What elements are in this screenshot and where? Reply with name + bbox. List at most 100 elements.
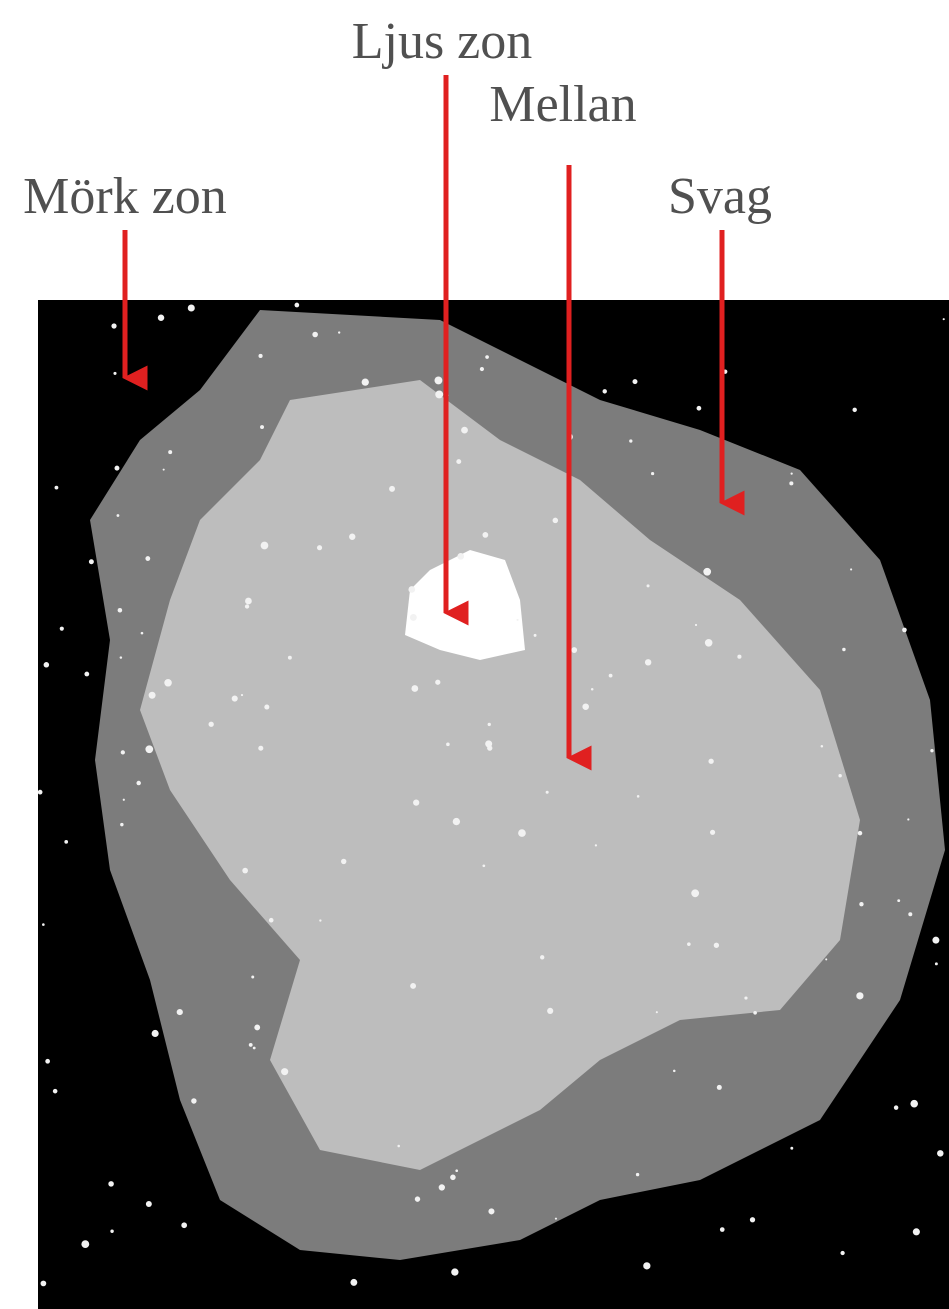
star [850,568,853,571]
star [930,748,934,753]
star [37,789,43,795]
star [162,468,165,471]
star [789,481,794,486]
star [164,679,172,687]
star [42,923,45,926]
star [540,955,545,960]
star [856,992,864,1000]
star [451,1268,459,1276]
star [116,514,120,517]
star [691,889,700,898]
star [88,559,94,565]
star [145,556,151,561]
annotations: Mörk zon Ljus zon Mellan Svag [23,13,772,771]
star [319,919,322,922]
star [389,485,396,492]
star [516,618,519,621]
star [455,1169,459,1173]
star [820,744,824,748]
star [643,1262,651,1270]
star [410,983,417,989]
star [413,799,420,806]
star [252,1046,256,1050]
star [168,450,173,455]
star [893,1105,899,1110]
star [482,864,486,868]
star [260,425,265,430]
star [582,703,589,711]
star [140,631,144,635]
star [258,353,263,359]
star [897,899,901,903]
star [696,405,702,411]
star [825,958,828,961]
star [110,1229,114,1233]
star [114,465,120,471]
star [59,626,64,631]
zone-image [37,300,949,1309]
star [268,917,274,923]
star [350,1278,358,1286]
star [908,912,913,917]
star [187,304,195,312]
star [408,586,416,593]
star [859,902,864,907]
star [594,844,598,847]
star [176,1008,183,1016]
star [45,1058,50,1064]
star [487,745,493,751]
star [157,314,165,321]
star [937,1150,944,1157]
label: Mörk zon [23,168,227,225]
star [840,1250,845,1256]
star [434,376,443,385]
label: Mellan [489,76,636,133]
star [790,472,793,475]
star [790,1146,794,1150]
star [64,839,69,844]
star [912,1228,920,1236]
star [737,654,742,659]
star [438,1184,445,1191]
star [120,822,124,827]
star [341,858,347,865]
star [932,936,940,944]
star [145,745,154,754]
star [84,671,90,677]
middle-zone [140,380,860,1170]
star [635,1172,640,1177]
star [716,1084,722,1090]
star [838,773,842,778]
star [852,407,857,413]
star [450,1174,456,1181]
star [902,627,907,633]
star [414,1196,421,1202]
star [488,1208,495,1215]
star [40,1280,47,1287]
star [518,829,526,837]
star [312,331,318,338]
star [910,1099,919,1108]
star [446,742,450,747]
star [349,533,356,540]
star [651,471,655,476]
star [842,647,846,652]
star [655,1011,658,1014]
star [119,656,123,659]
star [52,1088,58,1094]
star [552,517,559,524]
star [547,1007,554,1014]
star [644,659,652,666]
star [409,613,417,621]
star [744,996,748,1000]
star [636,795,640,798]
star [694,623,698,627]
star [264,704,270,710]
star [148,691,156,699]
star [113,371,117,375]
star [231,695,238,702]
star [208,721,214,727]
star [151,1029,159,1038]
star [244,604,250,609]
